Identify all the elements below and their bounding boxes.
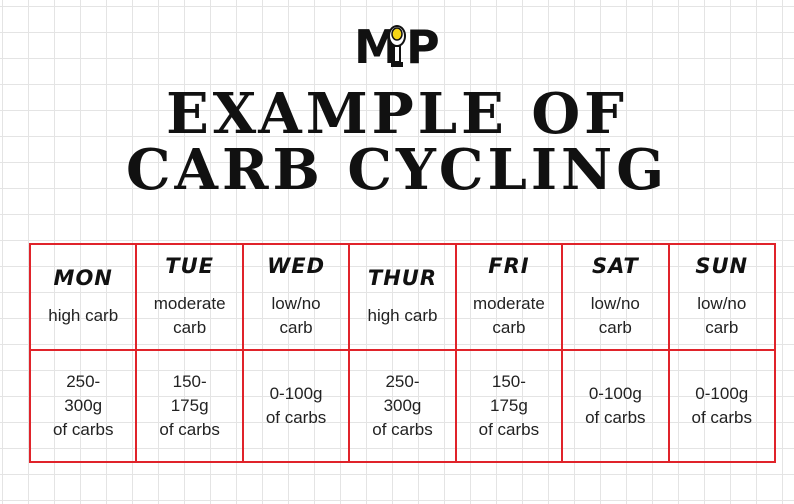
carb-type: low/no carb bbox=[590, 294, 640, 337]
carb-cycling-table: MON high carb TUE moderate carb WED low/… bbox=[28, 243, 777, 463]
carb-type: high carb bbox=[48, 306, 119, 325]
amount-cell-wed: 0-100g of carbs bbox=[241, 349, 351, 463]
carb-amount: 150- 175g of carbs bbox=[159, 372, 220, 439]
page-title-line-2: CARB CYCLING bbox=[125, 137, 669, 203]
day-label: THUR bbox=[367, 266, 438, 290]
carb-amount: 0-100g of carbs bbox=[265, 384, 327, 427]
amount-cell-sat: 0-100g of carbs bbox=[561, 349, 670, 463]
carb-amount: 150- 175g of carbs bbox=[478, 372, 540, 439]
day-cell-sun: SUN low/no carb bbox=[667, 243, 777, 351]
day-cell-sat: SAT low/no carb bbox=[561, 243, 670, 351]
amount-cell-sun: 0-100g of carbs bbox=[667, 349, 777, 463]
day-label: FRI bbox=[488, 254, 530, 278]
carb-amount: 0-100g of carbs bbox=[585, 384, 646, 427]
amount-cell-tue: 150- 175g of carbs bbox=[135, 349, 244, 463]
carb-type: high carb bbox=[367, 306, 438, 325]
day-cell-tue: TUE moderate carb bbox=[135, 243, 244, 351]
carb-type: low/no carb bbox=[271, 294, 321, 337]
amount-cell-fri: 150- 175g of carbs bbox=[454, 349, 564, 463]
carb-amount: 250- 300g of carbs bbox=[52, 372, 114, 439]
microphone-icon bbox=[388, 25, 406, 67]
carb-amount: 0-100g of carbs bbox=[691, 384, 752, 427]
carb-amount-row: 250- 300g of carbs 150- 175g of carbs 0-… bbox=[28, 349, 777, 463]
day-label: SUN bbox=[695, 254, 749, 278]
page-title-line-1: EXAMPLE OF bbox=[166, 81, 628, 147]
day-cell-wed: WED low/no carb bbox=[241, 243, 351, 351]
carb-type: moderate carb bbox=[153, 294, 226, 337]
amount-cell-thur: 250- 300g of carbs bbox=[348, 349, 457, 463]
amount-cell-mon: 250- 300g of carbs bbox=[28, 349, 138, 463]
day-type-row: MON high carb TUE moderate carb WED low/… bbox=[28, 243, 777, 351]
day-label: TUE bbox=[165, 254, 214, 278]
brand-logo: M P bbox=[354, 22, 440, 72]
day-cell-thur: THUR high carb bbox=[348, 243, 457, 351]
carb-type: low/no carb bbox=[697, 294, 747, 337]
day-label: SAT bbox=[591, 254, 639, 278]
carb-amount: 250- 300g of carbs bbox=[372, 372, 433, 439]
carb-type: moderate carb bbox=[472, 294, 545, 337]
day-label: WED bbox=[267, 254, 326, 278]
day-cell-mon: MON high carb bbox=[28, 243, 138, 351]
day-label: MON bbox=[53, 266, 113, 290]
day-cell-fri: FRI moderate carb bbox=[454, 243, 564, 351]
logo-letter-p: P bbox=[406, 20, 440, 74]
